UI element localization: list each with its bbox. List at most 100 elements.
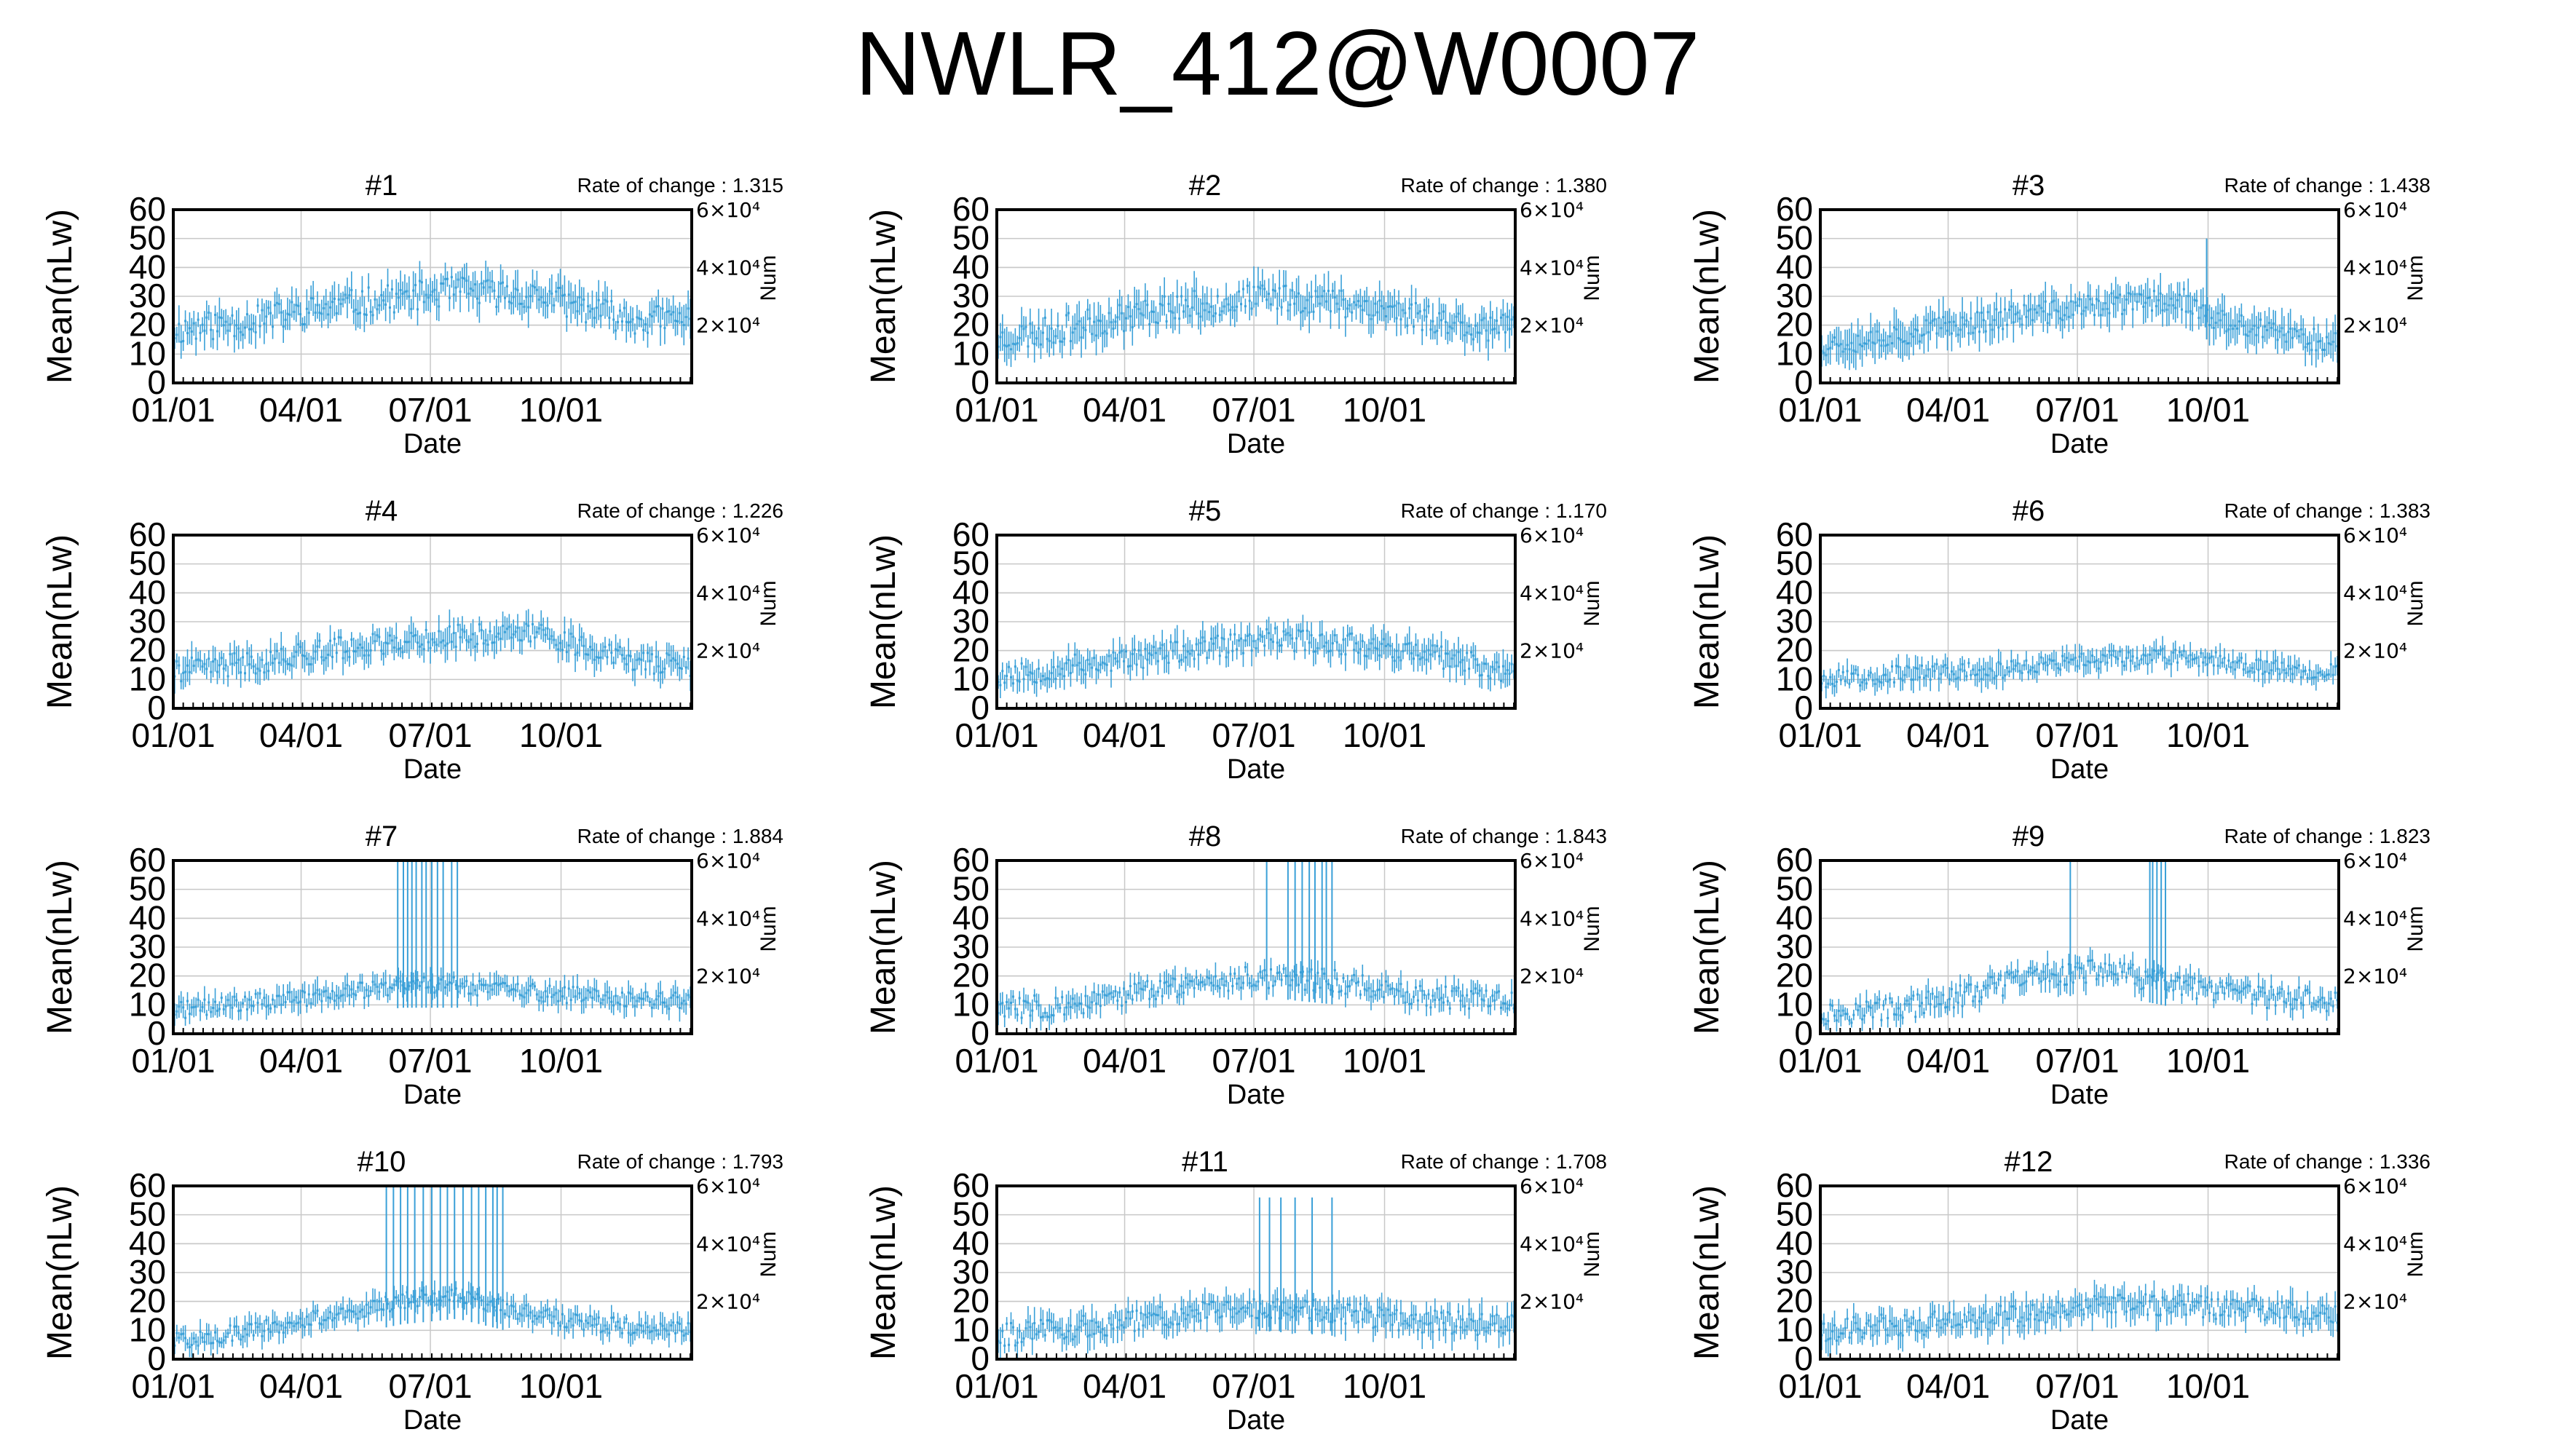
- data-point: [2159, 292, 2162, 295]
- y2-tick-label: 2×10⁴: [1520, 639, 1584, 663]
- data-point: [1112, 651, 1115, 654]
- rate-of-change-label: Rate of change : 1.438: [2224, 174, 2430, 197]
- data-point: [282, 325, 285, 328]
- data-point: [1135, 303, 1138, 306]
- data-point: [2074, 301, 2077, 304]
- data-point: [2080, 652, 2083, 655]
- data-point: [1485, 989, 1488, 992]
- data-point: [2251, 328, 2254, 331]
- data-point: [248, 663, 250, 666]
- data-point: [1342, 977, 1345, 980]
- data-point: [309, 663, 312, 666]
- data-point: [2149, 296, 2152, 299]
- data-point: [663, 327, 666, 330]
- data-point: [503, 296, 506, 299]
- x-tick-label: 01/01: [131, 1042, 215, 1080]
- data-point: [527, 989, 530, 992]
- data-point: [1131, 652, 1134, 655]
- data-point: [1287, 632, 1290, 635]
- data-point: [623, 1005, 625, 1008]
- data-point: [1487, 1005, 1490, 1008]
- data-point: [1084, 328, 1087, 331]
- data-point: [1365, 655, 1368, 658]
- data-point: [1229, 973, 1232, 976]
- data-point: [572, 636, 574, 638]
- data-point: [1101, 332, 1104, 335]
- data-point: [2131, 963, 2134, 966]
- y2-tick-label: 2×10⁴: [696, 965, 760, 989]
- data-point: [1229, 309, 1232, 312]
- data-point: [2283, 333, 2286, 336]
- data-point: [2014, 664, 2017, 667]
- data-point: [1374, 646, 1377, 649]
- data-point: [323, 306, 325, 309]
- data-point: [1126, 993, 1129, 996]
- data-point: [1924, 997, 1927, 1000]
- data-point: [2025, 980, 2028, 983]
- data-point: [640, 318, 643, 321]
- data-point: [1236, 648, 1239, 651]
- y2-tick-label: 2×10⁴: [1520, 965, 1584, 989]
- data-point: [2323, 675, 2326, 678]
- data-point: [1899, 677, 1902, 680]
- data-point: [1186, 305, 1189, 308]
- data-point: [424, 293, 427, 296]
- data-point: [574, 653, 577, 656]
- data-point: [1165, 320, 1168, 323]
- data-point: [2240, 314, 2243, 317]
- data-point: [1054, 678, 1057, 681]
- data-point: [433, 641, 436, 644]
- data-point: [1176, 641, 1179, 644]
- data-point: [1204, 640, 1207, 643]
- data-point: [2110, 654, 2113, 657]
- data-point: [418, 984, 421, 987]
- data-point: [235, 999, 238, 1002]
- data-point: [2285, 672, 2288, 675]
- data-point: [1084, 994, 1087, 997]
- data-point: [2310, 676, 2313, 679]
- data-point: [1852, 1013, 1855, 1016]
- data-point: [576, 986, 579, 989]
- data-point: [633, 1005, 636, 1008]
- data-point: [1255, 647, 1257, 650]
- data-point: [1233, 633, 1236, 636]
- data-point: [478, 980, 481, 983]
- data-point: [661, 1001, 664, 1004]
- data-point: [210, 670, 213, 673]
- data-point: [2265, 328, 2268, 331]
- data-point: [2184, 310, 2187, 313]
- data-point: [486, 279, 489, 282]
- data-point: [1069, 340, 1072, 343]
- data-point: [390, 639, 393, 642]
- data-point: [1944, 664, 1947, 667]
- data-point: [1137, 308, 1140, 311]
- data-point: [514, 989, 517, 992]
- data-point: [416, 308, 419, 311]
- data-point: [1298, 984, 1300, 986]
- data-point: [1453, 654, 1456, 657]
- data-point: [384, 303, 387, 306]
- data-point: [2230, 666, 2232, 669]
- data-point: [670, 313, 673, 316]
- data-point: [1504, 672, 1506, 675]
- y2-axis-title: Num: [757, 580, 781, 626]
- data-point: [263, 671, 266, 674]
- data-point: [595, 989, 598, 992]
- data-point: [1850, 672, 1853, 675]
- data-point: [2321, 348, 2324, 351]
- data-point: [1880, 1018, 1883, 1021]
- data-point: [1163, 657, 1166, 660]
- data-point: [687, 994, 690, 997]
- data-point: [502, 981, 505, 984]
- data-point: [497, 296, 500, 298]
- data-point: [1510, 992, 1513, 994]
- data-point: [429, 293, 432, 296]
- data-point: [569, 999, 572, 1002]
- data-point: [1425, 1004, 1428, 1007]
- data-point: [384, 981, 387, 984]
- data-point: [680, 1002, 683, 1005]
- data-point: [1482, 999, 1485, 1002]
- data-point: [267, 306, 270, 309]
- data-point: [1442, 1001, 1445, 1004]
